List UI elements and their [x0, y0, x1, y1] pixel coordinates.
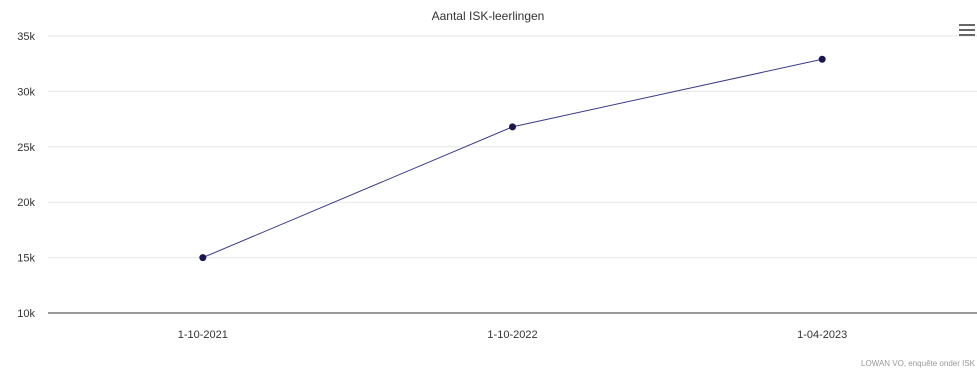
y-tick-label: 15k — [17, 253, 35, 265]
x-tick-label: 1-04-2023 — [797, 329, 847, 341]
y-axis-labels: 10k 15k 20k 25k 30k 35k — [17, 31, 35, 320]
menu-bar-middle — [959, 29, 975, 31]
x-tick-label: 1-10-2021 — [178, 329, 228, 341]
x-tick-label: 1-10-2022 — [487, 329, 537, 341]
y-tick-label: 20k — [17, 197, 35, 209]
series-line — [202, 58, 823, 259]
y-tick-label: 35k — [17, 31, 35, 43]
data-point[interactable] — [509, 123, 516, 131]
chart-title: Aantal ISK-leerlingen — [432, 9, 545, 23]
menu-bar-top — [959, 24, 975, 26]
y-tick-label: 30k — [17, 86, 35, 98]
series-layer — [199, 55, 826, 262]
menu-bar-bottom — [959, 34, 975, 36]
grid-lines — [48, 35, 977, 259]
y-tick-label: 25k — [17, 142, 35, 154]
data-point[interactable] — [199, 254, 207, 262]
hamburger-menu-icon[interactable] — [959, 24, 975, 38]
x-axis-labels: 1-10-2021 1-10-2022 1-04-2023 — [178, 329, 847, 341]
data-point[interactable] — [818, 55, 826, 63]
y-tick-label: 10k — [17, 308, 35, 320]
credits-text[interactable]: LOWAN VO, enquête onder ISK — [861, 359, 976, 368]
